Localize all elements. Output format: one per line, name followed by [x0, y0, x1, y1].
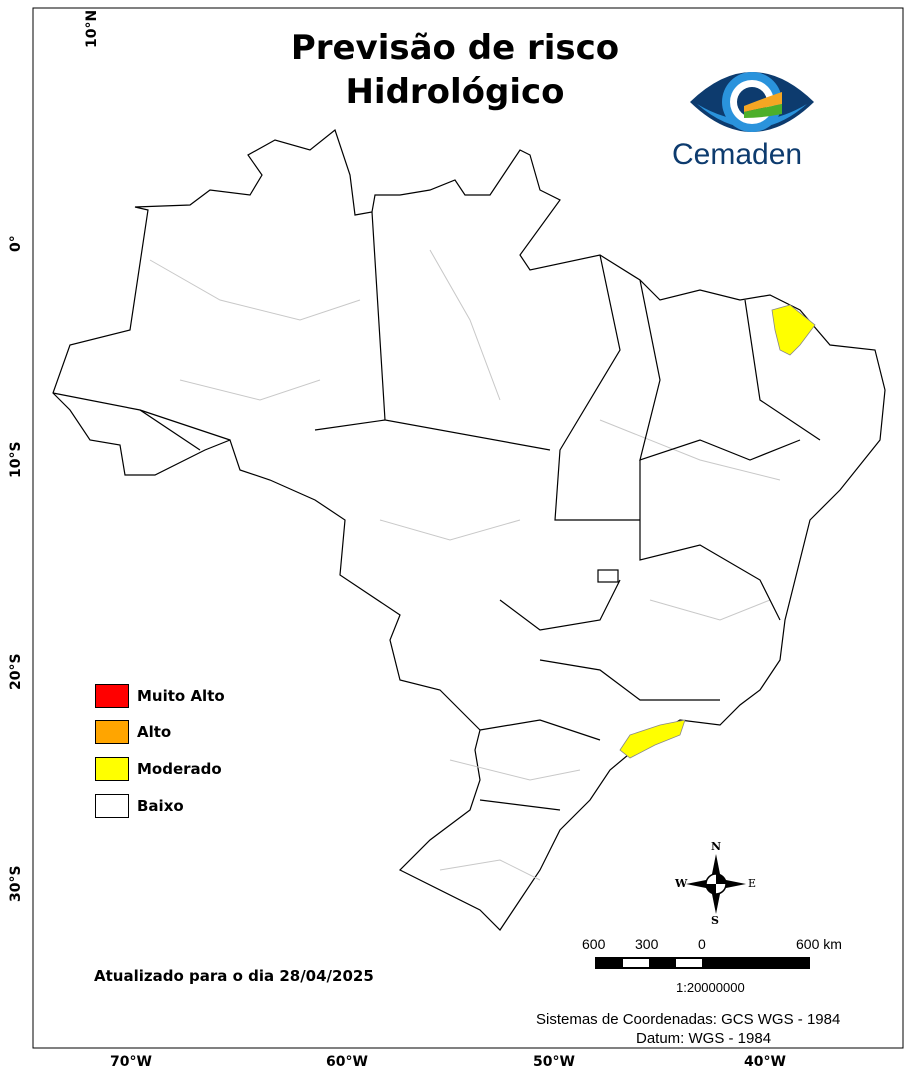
lon-tick: 40°W [744, 1054, 786, 1070]
legend-item-muito-alto: Muito Alto [95, 684, 295, 708]
lat-tick: 10°S [8, 441, 24, 478]
lat-tick: 30°S [8, 865, 24, 902]
compass-rose [686, 854, 746, 914]
logo-eye-icon [690, 72, 814, 132]
state-borders [52, 211, 821, 811]
lat-tick: 20°S [8, 653, 24, 690]
scale-label: 600 [582, 936, 606, 952]
scale-label: 600 km [796, 936, 842, 952]
legend-item-alto: Alto [95, 720, 295, 744]
datum: Datum: WGS - 1984 [636, 1030, 772, 1047]
legend-item-baixo: Baixo [95, 794, 295, 818]
lat-tick: 10°N [84, 9, 100, 48]
risk-area-ceara [771, 304, 816, 356]
risk-area-sp-coast [619, 719, 686, 759]
logo-text: Cemaden [672, 138, 803, 171]
compass-w: W [675, 877, 688, 890]
coordinate-system: Sistemas de Coordenadas: GCS WGS - 1984 [536, 1011, 841, 1028]
compass-n: N [711, 840, 722, 853]
scale-bar [595, 957, 810, 969]
municipal-borders [149, 249, 781, 881]
scale-label: 300 [635, 936, 659, 952]
lon-tick: 50°W [533, 1054, 575, 1070]
lon-tick: 60°W [326, 1054, 368, 1070]
map-title: Previsão de risco Hidrológico [220, 26, 690, 114]
brazil-outline [52, 128, 886, 931]
title-line-1: Previsão de risco [290, 28, 620, 68]
title-line-2: Hidrológico [345, 72, 565, 112]
lon-tick: 70°W [110, 1054, 152, 1070]
compass-s: S [711, 914, 719, 927]
scale-label: 0 [698, 936, 706, 952]
compass-e: E [748, 877, 757, 890]
scale-ratio: 1:20000000 [676, 980, 745, 995]
updated-date: Atualizado para o dia 28/04/2025 [94, 967, 374, 985]
legend-item-moderado: Moderado [95, 757, 295, 781]
lat-tick: 0° [8, 235, 24, 252]
